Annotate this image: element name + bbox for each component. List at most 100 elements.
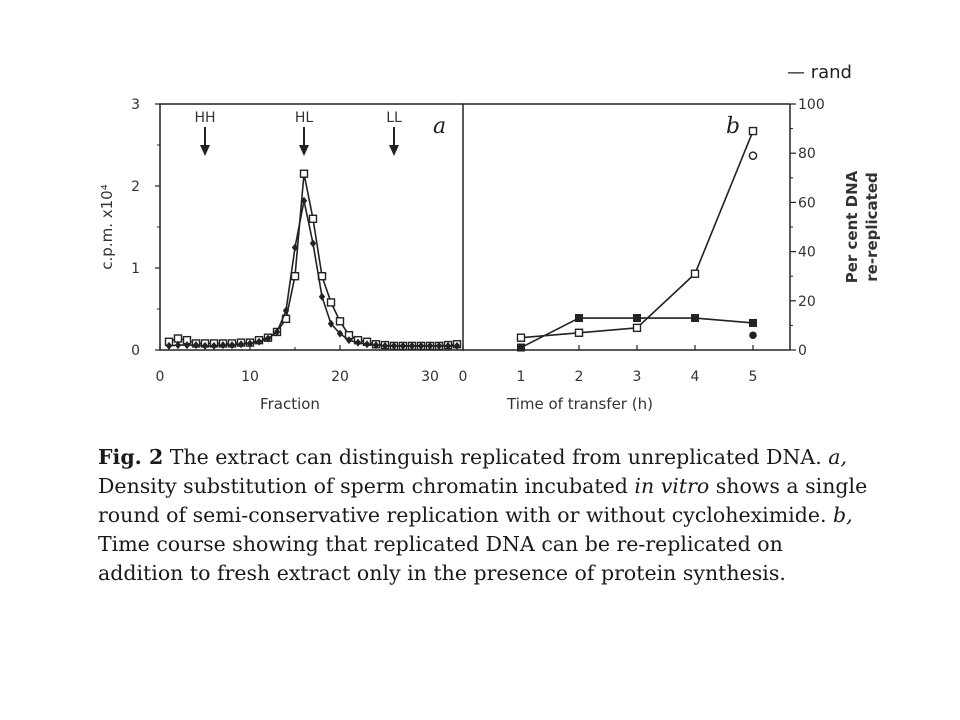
panel-b-data-point: [691, 314, 699, 323]
panel-a-data-point: [336, 329, 344, 338]
corner-fragment-text: — rand: [787, 62, 852, 83]
panel-a-data-point: [273, 327, 281, 336]
panel-a-data-point: [246, 339, 254, 348]
panel-a-y-tick-label: 2: [131, 179, 140, 195]
caption-italic-b: b,: [832, 503, 853, 527]
panel-b-y-tick-label: 60: [798, 195, 816, 211]
figure-caption: Fig. 2 The extract can distinguish repli…: [98, 443, 868, 588]
panel-a-x-tick-label: 20: [331, 369, 349, 385]
panel-a-series-line: [168, 173, 458, 347]
caption-text-1: The extract can distinguish replicated f…: [163, 445, 829, 469]
panel-b-x-tick-label: 5: [749, 369, 758, 385]
panel-b-data-point: [748, 126, 758, 136]
panel-b-x-tick-label: 1: [517, 369, 526, 385]
density-marker-label: HL: [295, 110, 314, 126]
caption-italic-a: a,: [828, 445, 847, 469]
panel-a-data-point: [264, 334, 272, 343]
density-marker-arrowhead: [299, 145, 309, 156]
panel-b-y-tick-label: 40: [798, 245, 816, 261]
panel-b-data-point: [575, 314, 583, 323]
panel-a-data-point: [417, 341, 425, 350]
panel-a-data-point: [173, 334, 183, 343]
panel-a-data-point: [183, 341, 191, 350]
panel-a-data-point: [309, 239, 317, 248]
panel-a-data-point: [354, 338, 362, 347]
panel-a-data-point: [381, 341, 389, 350]
caption-fig-label: Fig. 2: [98, 445, 164, 469]
panel-a-data-point: [282, 306, 290, 315]
density-marker-arrowhead: [389, 145, 399, 156]
panel-a-data-point: [201, 341, 209, 350]
panel-b-data-point: [748, 151, 758, 160]
panel-a-data-point: [335, 317, 345, 326]
panel-a-data-point: [192, 341, 200, 350]
panel-a-data-point: [237, 340, 245, 349]
panel-a-data-point: [174, 341, 182, 350]
panel-a-data-point: [408, 341, 416, 350]
panel-a-data-point: [299, 169, 309, 178]
panel-b-data-point: [749, 331, 757, 340]
panel-b-x-tick-label: 4: [691, 369, 700, 385]
panel-a-data-point: [318, 292, 326, 301]
panel-a-data-point: [255, 337, 263, 346]
panel-a-data-point: [345, 336, 353, 345]
panel-b-data-point: [516, 333, 526, 342]
panel-b-data-point: [749, 318, 757, 327]
density-marker-label: HH: [194, 110, 215, 126]
panel-a-data-point: [300, 196, 308, 205]
panel-a-data-point: [290, 272, 300, 281]
panel-a-data-point: [444, 341, 452, 350]
panel-a-data-point: [426, 341, 434, 350]
panel-a-data-point: [291, 243, 299, 252]
panel-a-data-point: [435, 341, 443, 350]
panel-a-label: a: [433, 114, 446, 139]
panel-a-y-tick-label: 1: [131, 261, 140, 277]
panel-b-label: b: [726, 114, 740, 139]
panel-b-y-tick-label: 20: [798, 294, 816, 310]
panel-a-data-point: [363, 340, 371, 349]
panel-a-data-point: [390, 341, 398, 350]
panel-a-y-tick-label: 0: [131, 343, 140, 359]
panel-a-x-tick-label: 10: [241, 369, 259, 385]
density-marker-label: LL: [386, 110, 402, 126]
caption-italic-invitro: in vitro: [634, 474, 710, 498]
panel-b-data-point: [574, 328, 584, 337]
caption-text-4: Time course showing that replicated DNA …: [98, 532, 786, 585]
panel-a-data-point: [165, 341, 173, 350]
panel-b-data-point: [632, 323, 642, 333]
panel-b-series-line: [520, 317, 754, 349]
panel-a-data-point: [308, 214, 318, 224]
panel-a-data-point: [219, 341, 227, 350]
panel-b-x-tick-label: 3: [633, 369, 642, 385]
panel-a-data-point: [327, 319, 335, 328]
panel-b-y-tick-label: 100: [798, 97, 825, 113]
panel-b-chart: 0 1 2 3 4 5 0 20 40 60 80 100 Time of transfer (h) Pe…: [459, 97, 881, 413]
panel-a-x-tick-label: 30: [421, 369, 439, 385]
panel-a-x-tick-label: 0: [156, 369, 165, 385]
panel-a-x-axis-label: Fraction: [260, 395, 320, 413]
panel-b-x-tick-label: 2: [575, 369, 584, 385]
panel-b-data-point: [633, 314, 641, 323]
panel-b-data-point: [517, 343, 525, 352]
panel-b-x-axis-label: Time of transfer (h): [506, 395, 653, 413]
panel-a-y-axis-label: c.p.m. x10⁴: [98, 184, 116, 269]
panel-b-y-tick-label: 80: [798, 146, 816, 162]
panel-b-series-line: [520, 130, 754, 339]
panel-a-data-point: [453, 341, 461, 350]
panel-b-data-point: [690, 269, 700, 278]
caption-text-3: shows a single round of semi-conservativ…: [98, 474, 868, 527]
panel-a-y-tick-label: 3: [131, 97, 140, 113]
density-marker-arrowhead: [200, 145, 210, 156]
panel-b-x-tick-label: 0: [459, 369, 468, 385]
panel-b-y-axis-label: Per cent DNA re-replicated: [843, 170, 881, 283]
caption-text-2: Density substitution of sperm chromatin …: [98, 474, 635, 498]
panel-a-data-point: [210, 341, 218, 350]
panel-b-y-axis-label-line: re-replicated: [863, 172, 881, 281]
panel-a-data-point: [399, 341, 407, 350]
panel-a-data-point: [372, 341, 380, 350]
panel-a-data-point: [228, 341, 236, 350]
panel-a-data-point: [326, 298, 336, 307]
panel-b-y-axis-label-line: Per cent DNA: [843, 170, 861, 283]
panel-a-chart: 0 10 20 30 0 1 2 3 Fraction c.p.m. x10⁴ a HH HL LL: [98, 97, 464, 413]
